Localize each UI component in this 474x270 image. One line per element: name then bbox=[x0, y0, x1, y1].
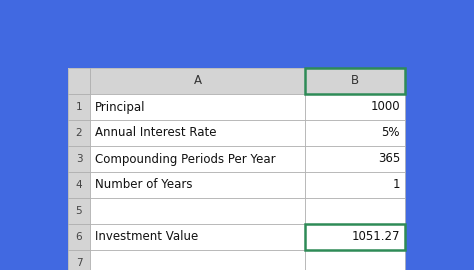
Bar bbox=[305, 198, 405, 224]
Bar bbox=[90, 250, 305, 270]
Bar bbox=[305, 250, 405, 270]
Bar bbox=[68, 68, 405, 270]
Text: 365: 365 bbox=[378, 153, 400, 166]
Bar bbox=[305, 146, 405, 172]
Bar bbox=[90, 146, 305, 172]
Bar bbox=[68, 198, 90, 224]
Text: 1000: 1000 bbox=[370, 100, 400, 113]
Text: 1: 1 bbox=[76, 102, 82, 112]
Bar bbox=[305, 68, 405, 94]
Bar bbox=[305, 224, 405, 250]
Text: 6: 6 bbox=[76, 232, 82, 242]
Text: 7: 7 bbox=[76, 258, 82, 268]
Bar bbox=[68, 172, 90, 198]
Text: Principal: Principal bbox=[95, 100, 146, 113]
Text: B: B bbox=[351, 75, 359, 87]
Text: Investment Value: Investment Value bbox=[95, 231, 198, 244]
Bar bbox=[305, 94, 405, 120]
Bar bbox=[90, 172, 305, 198]
Bar bbox=[90, 198, 305, 224]
Text: 2: 2 bbox=[76, 128, 82, 138]
Bar bbox=[68, 94, 90, 120]
Bar bbox=[68, 250, 90, 270]
Text: 1051.27: 1051.27 bbox=[352, 231, 400, 244]
Bar bbox=[68, 120, 90, 146]
Text: A: A bbox=[193, 75, 201, 87]
Text: 1: 1 bbox=[392, 178, 400, 191]
Text: 5%: 5% bbox=[382, 127, 400, 140]
Text: Compounding Periods Per Year: Compounding Periods Per Year bbox=[95, 153, 275, 166]
Bar bbox=[305, 172, 405, 198]
Bar bbox=[68, 224, 90, 250]
Bar bbox=[90, 94, 305, 120]
Bar bbox=[90, 224, 305, 250]
Bar bbox=[305, 68, 405, 94]
Bar bbox=[68, 68, 90, 94]
Text: Annual Interest Rate: Annual Interest Rate bbox=[95, 127, 217, 140]
Text: 3: 3 bbox=[76, 154, 82, 164]
Bar bbox=[90, 120, 305, 146]
Bar bbox=[305, 224, 405, 250]
Text: 4: 4 bbox=[76, 180, 82, 190]
Bar bbox=[305, 120, 405, 146]
Bar bbox=[90, 68, 305, 94]
Text: 5: 5 bbox=[76, 206, 82, 216]
Bar bbox=[68, 146, 90, 172]
Text: Number of Years: Number of Years bbox=[95, 178, 192, 191]
